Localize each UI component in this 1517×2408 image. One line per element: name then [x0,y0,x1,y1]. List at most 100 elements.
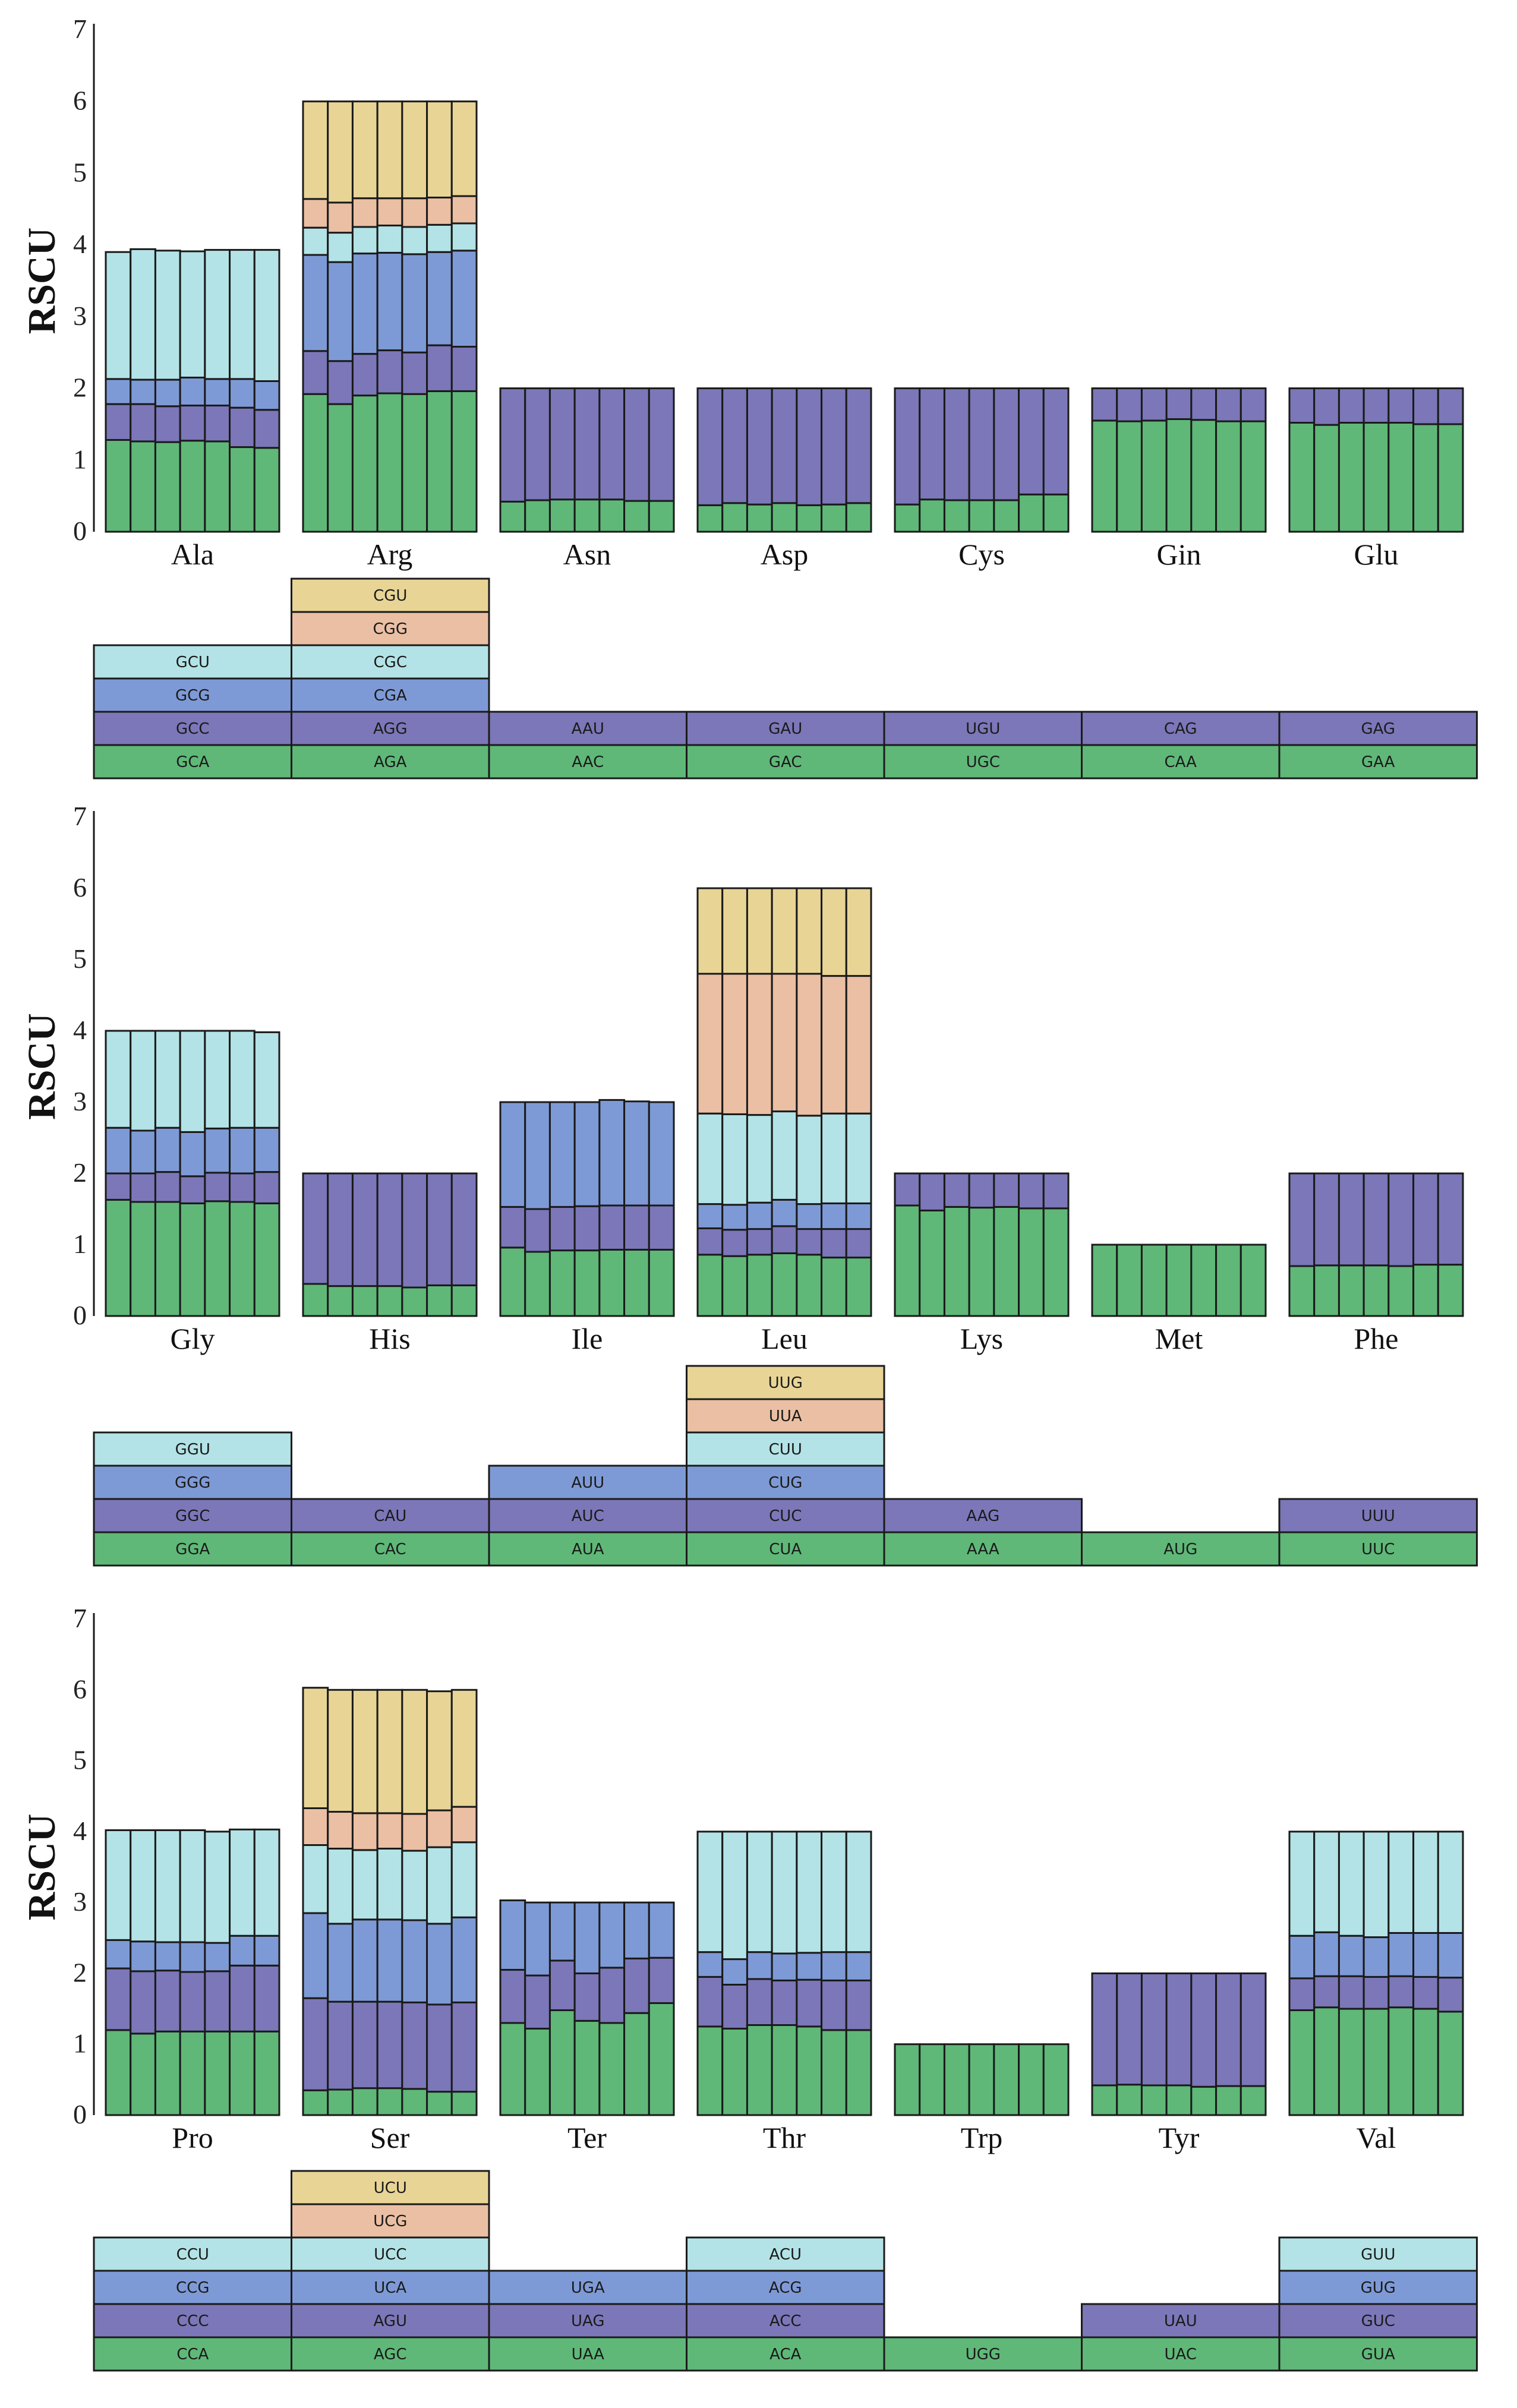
codon-label: ACA [769,2346,801,2363]
bar-segment-auc [598,1204,626,1251]
bar-segment-ucg [327,1810,354,1850]
codon-label: ACU [769,2246,802,2264]
bar-segment-ucu [450,1689,478,1808]
bar-segment-auc [499,1205,526,1249]
bar-segment-ccc [105,1967,132,2031]
bar-segment-gug [1338,1934,1365,1977]
bar-segment-uga [524,1901,551,1977]
bar-segment-gua [1338,2008,1365,2116]
bar-segment-aag [1042,1172,1070,1210]
bar-segment-uau [1215,1972,1242,2087]
bar-segment-aug [1165,1244,1193,1317]
bar-segment-gug [1437,1932,1464,1979]
bar-segment-gcg [154,378,181,408]
bar-segment-acu [746,1831,773,1953]
category-label: Asn [563,538,611,571]
codon-cell [93,711,292,746]
bar-segment-cac [302,1283,329,1317]
bar-segment-aca [845,2029,872,2116]
bar-segment-acc [771,1979,798,2027]
bar-segment-acc [845,1979,872,2031]
bar-segment-acc [721,1984,748,2030]
bar-segment-ucg [351,1812,379,1851]
bar-segment-cug [796,1203,823,1230]
bar-segment-agc [426,2091,453,2116]
codon-label: CCG [176,2279,209,2297]
category-label: Ser [370,2121,410,2154]
bar-segment-uca [426,1923,453,2006]
codon-cell [1278,1531,1478,1567]
bar-segment-ggg [204,1127,231,1174]
bar-segment-ggg [229,1126,256,1175]
y-tick-label: 0 [73,516,87,546]
codon-cell [686,1498,885,1533]
codon-label: UCA [374,2279,406,2297]
bar-segment-cga [351,253,379,355]
codon-label: ACG [769,2279,802,2297]
bar-segment-auu [524,1101,551,1210]
bar-segment-ucu [376,1689,403,1814]
bar-segment-aga [351,395,379,533]
bar-segment-uca [401,1919,428,2003]
bar-segment-cag [1091,387,1118,422]
bar-segment-gcu [105,251,132,380]
bar-segment-agu [426,2003,453,2093]
codon-cell [883,1498,1083,1533]
category-label: His [369,1322,410,1355]
bar-segment-guc [1387,1975,1415,2009]
bar-segment-ucc [450,1841,478,1918]
bar-segment-acu [796,1831,823,1954]
bar-segment-uga [623,1901,650,1959]
bar-segment-aau [524,387,551,501]
bar-segment-ccc [253,1964,280,2033]
codon-cell [1081,2336,1281,2372]
y-tick-label: 0 [73,2099,87,2129]
bar-segment-cga [450,250,478,348]
bar-segment-guc [1288,1977,1316,2011]
bar-segment-caa [1165,418,1193,533]
bar-segment-cgg [302,198,329,229]
bar-segment-acg [746,1951,773,1980]
codon-cell [1081,2303,1281,2338]
bar-segment-aau [499,387,526,503]
bar-segment-aga [302,393,329,533]
bar-segment-acg [771,1952,798,1981]
bar-segment-ccu [154,1829,181,1943]
bar-segment-cua [845,1257,872,1317]
bar-segment-auc [524,1208,551,1253]
category-label: Leu [761,1322,808,1355]
codon-cell [291,677,490,713]
y-tick-label: 6 [73,86,87,116]
codon-label: AUU [571,1474,604,1492]
bar-segment-ugg [1042,2043,1070,2116]
bar-segment-acu [821,1831,847,1953]
bar-segment-ccu [253,1828,280,1937]
bar-segment-gaa [1387,422,1415,533]
bar-segment-cgg [401,197,428,228]
codon-label: AGA [374,753,406,771]
bar-segment-cug [721,1204,748,1231]
bar-segment-cgu [376,100,403,200]
bar-segment-acc [746,1978,773,2027]
bar-segment-uac [1091,2084,1118,2116]
bar-segment-gcg [229,378,256,409]
bar-segment-gua [1412,2008,1439,2116]
codon-cell [93,1465,292,1500]
bar-segment-cgc [376,225,403,254]
codon-label: GGU [175,1441,210,1459]
bar-segment-cua [721,1255,748,1317]
bar-segment-uuc [1387,1265,1415,1317]
bar-group-pro [105,1828,280,2116]
bar-segment-ucg [426,1809,453,1848]
bar-segment-cuc [696,1227,724,1256]
codon-label: CGC [374,654,407,671]
bar-segment-gac [746,503,773,533]
bar-segment-cug [821,1202,847,1230]
codon-label: UUU [1361,1507,1395,1525]
codon-label: UAG [571,2312,605,2330]
codon-label: GGG [175,1474,210,1492]
bar-segment-uaa [573,2019,601,2116]
bar-segment-uua [845,975,872,1115]
bar-segment-aag [1018,1172,1045,1210]
